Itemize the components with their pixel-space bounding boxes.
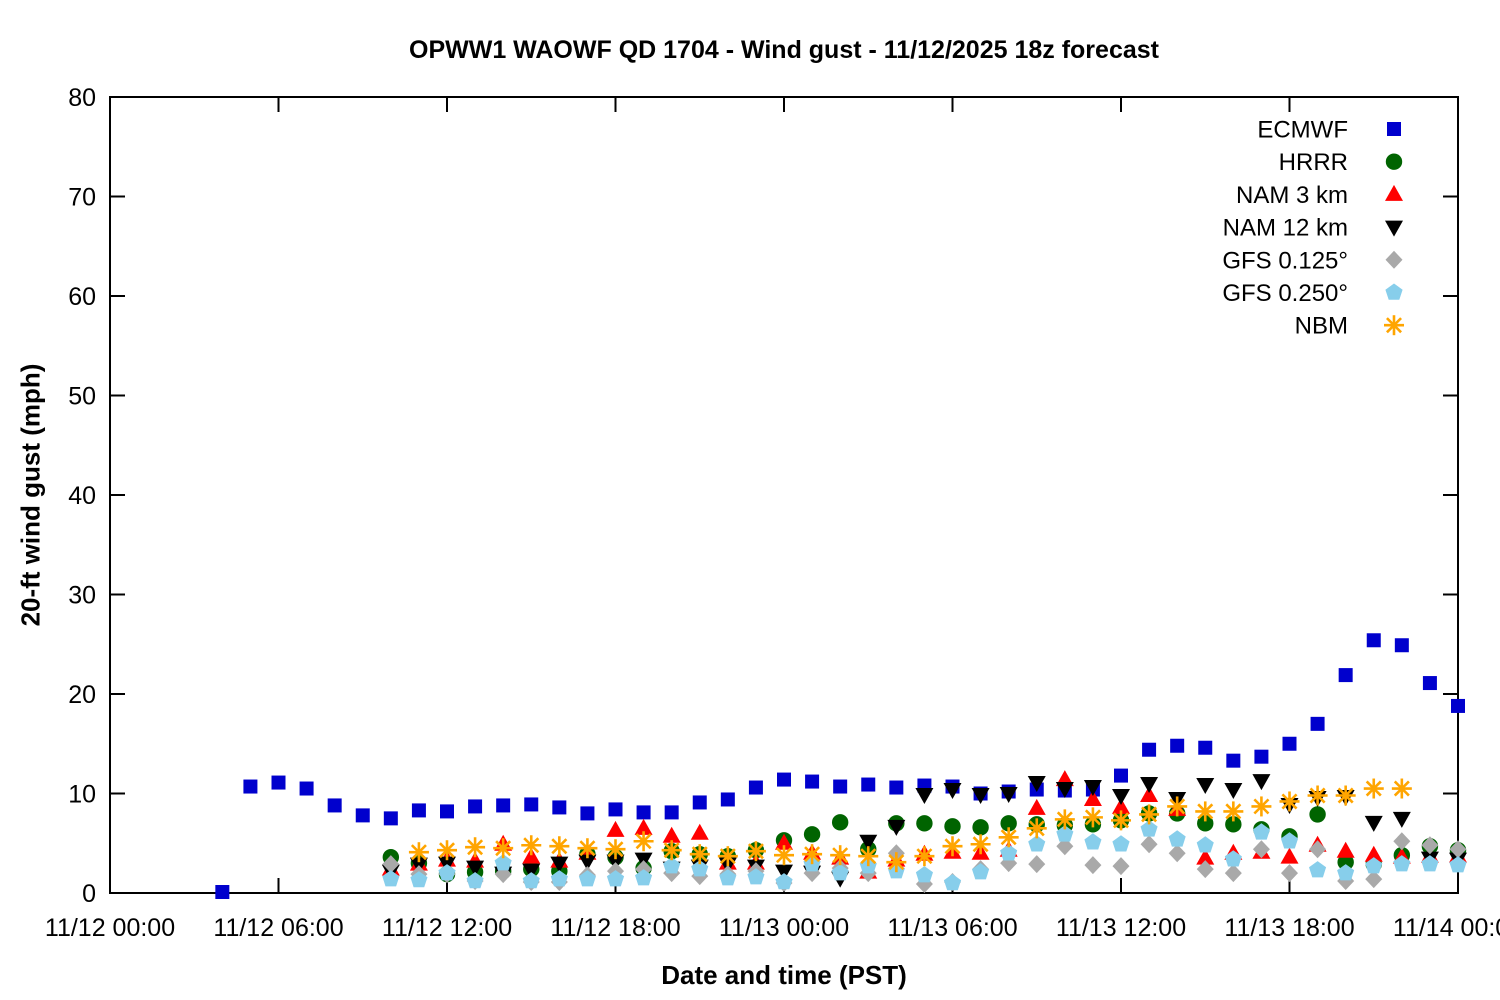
legend-label: NAM 12 km <box>1223 215 1348 242</box>
y-axis-label: 20-ft wind gust (mph) <box>15 363 46 627</box>
x-tick-label: 11/12 12:00 <box>382 914 512 942</box>
x-tick-label: 11/12 06:00 <box>213 914 343 942</box>
legend-label: NAM 3 km <box>1236 182 1348 209</box>
y-tick-label: 70 <box>68 184 96 212</box>
x-tick-label: 11/13 12:00 <box>1056 914 1186 942</box>
chart-title: OPWW1 WAOWF QD 1704 - Wind gust - 11/12/… <box>409 36 1159 64</box>
x-tick-label: 11/14 00:00 <box>1393 914 1500 942</box>
legend-label: GFS 0.125° <box>1222 247 1348 274</box>
legend-marker-pentagon-icon <box>1385 283 1403 300</box>
x-tick-label: 11/12 18:00 <box>550 914 680 942</box>
legend-marker-square-icon <box>1387 122 1401 136</box>
x-tick-label: 11/13 18:00 <box>1224 914 1354 942</box>
legend-label: NBM <box>1295 313 1348 340</box>
y-tick-label: 30 <box>68 582 96 610</box>
legend-marker-circle-icon <box>1385 153 1403 170</box>
y-tick-label: 10 <box>68 781 96 809</box>
legend-entry-gfs-0-250: GFS 0.250° <box>1222 280 1403 307</box>
y-tick-label: 40 <box>68 482 96 510</box>
y-tick-label: 80 <box>68 84 96 112</box>
legend-label: GFS 0.250° <box>1222 280 1348 307</box>
x-tick-label: 11/12 00:00 <box>45 914 175 942</box>
legend-entry-gfs-0-125: GFS 0.125° <box>1222 247 1403 274</box>
legend: ECMWF HRRR NAM 3 km NAM 12 km GFS 0.125° GFS … <box>1222 117 1404 340</box>
x-axis-ticks: 11/12 00:00 11/12 06:00 11/12 12:00 11/12 1… <box>45 97 1500 942</box>
y-tick-label: 0 <box>82 880 96 908</box>
x-axis-label: Date and time (PST) <box>661 960 907 990</box>
legend-label: ECMWF <box>1257 117 1348 144</box>
legend-marker-asterisk-icon <box>1384 315 1404 336</box>
legend-marker-triangle-up-icon <box>1385 184 1403 201</box>
y-tick-label: 60 <box>68 283 96 311</box>
legend-entry-nam-12-km: NAM 12 km <box>1223 215 1403 242</box>
legend-label: HRRR <box>1279 149 1348 176</box>
x-tick-label: 11/13 06:00 <box>887 914 1017 942</box>
x-tick-label: 11/13 00:00 <box>719 914 849 942</box>
legend-entry-hrrr: HRRR <box>1279 149 1403 176</box>
y-axis-ticks: 0 10 20 30 40 50 60 70 80 <box>68 84 1458 908</box>
legend-marker-triangle-down-icon <box>1385 220 1403 237</box>
legend-entry-nbm: NBM <box>1295 313 1404 340</box>
series-gfs-0-250 <box>382 820 1467 891</box>
y-tick-label: 20 <box>68 681 96 709</box>
series-nbm <box>408 778 1412 873</box>
legend-entry-ecmwf: ECMWF <box>1257 117 1401 144</box>
legend-entry-nam-3-km: NAM 3 km <box>1236 182 1403 209</box>
legend-marker-diamond-icon <box>1385 250 1403 269</box>
y-tick-label: 50 <box>68 383 96 411</box>
